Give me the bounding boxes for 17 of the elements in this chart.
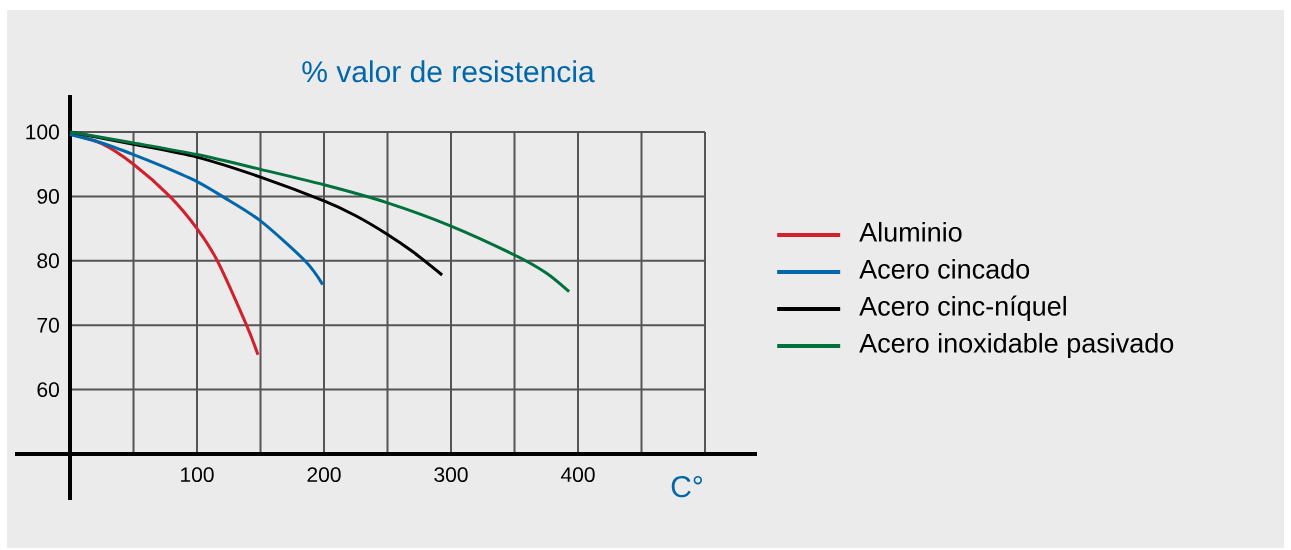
chart-title: % valor de resistencia bbox=[302, 60, 595, 83]
line-series bbox=[68, 130, 571, 294]
legend-label: Acero cincado bbox=[859, 258, 1030, 279]
y-tick-label: 90 bbox=[37, 188, 59, 204]
y-tick-label: 70 bbox=[37, 317, 59, 333]
x-tick-label: 200 bbox=[307, 467, 341, 483]
y-tick-label: 80 bbox=[37, 253, 59, 269]
x-tick-label: 400 bbox=[560, 467, 595, 483]
legend-label: Acero cinc-níquel bbox=[859, 295, 1066, 322]
x-tick-label: 300 bbox=[434, 467, 468, 483]
x-tick-label: 100 bbox=[181, 467, 214, 483]
y-tick-label: 100 bbox=[26, 124, 59, 140]
line-series bbox=[68, 133, 325, 287]
legend-label: Aluminio bbox=[859, 221, 962, 242]
legend-label: Acero inoxidable pasivado bbox=[859, 332, 1174, 359]
y-tick-label: 60 bbox=[37, 382, 59, 398]
x-axis-title: C° bbox=[671, 476, 703, 498]
